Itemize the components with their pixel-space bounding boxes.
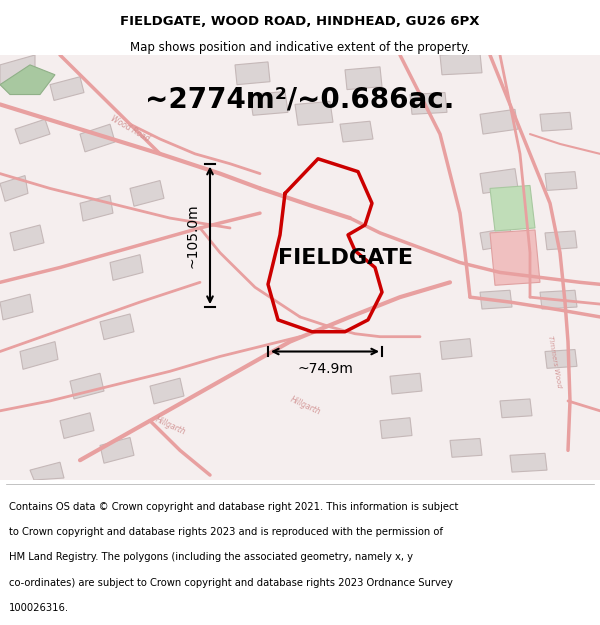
- Polygon shape: [80, 196, 113, 221]
- Polygon shape: [545, 172, 577, 191]
- Polygon shape: [110, 254, 143, 281]
- Polygon shape: [480, 290, 512, 309]
- Polygon shape: [340, 121, 373, 142]
- Polygon shape: [80, 124, 115, 152]
- Polygon shape: [0, 176, 28, 201]
- Polygon shape: [545, 349, 577, 368]
- Polygon shape: [440, 339, 472, 359]
- Polygon shape: [480, 169, 518, 193]
- Polygon shape: [50, 77, 84, 101]
- Text: Contains OS data © Crown copyright and database right 2021. This information is : Contains OS data © Crown copyright and d…: [9, 502, 458, 512]
- Text: Hillgarth: Hillgarth: [289, 395, 322, 417]
- Polygon shape: [235, 62, 270, 84]
- Polygon shape: [0, 65, 55, 94]
- Polygon shape: [500, 399, 532, 418]
- Text: to Crown copyright and database rights 2023 and is reproduced with the permissio: to Crown copyright and database rights 2…: [9, 527, 443, 537]
- Polygon shape: [20, 342, 58, 369]
- Text: Timmers Wood: Timmers Wood: [547, 335, 563, 388]
- Polygon shape: [60, 412, 94, 439]
- Polygon shape: [150, 378, 184, 404]
- Polygon shape: [380, 418, 412, 439]
- Polygon shape: [510, 453, 547, 472]
- Polygon shape: [390, 373, 422, 394]
- Polygon shape: [0, 294, 33, 320]
- Polygon shape: [15, 119, 50, 144]
- Text: co-ordinates) are subject to Crown copyright and database rights 2023 Ordnance S: co-ordinates) are subject to Crown copyr…: [9, 578, 453, 588]
- Polygon shape: [540, 112, 572, 131]
- Polygon shape: [440, 53, 482, 75]
- Polygon shape: [10, 225, 44, 251]
- Text: Wood Road: Wood Road: [109, 114, 151, 144]
- Polygon shape: [100, 314, 134, 339]
- Text: FIELDGATE: FIELDGATE: [277, 248, 413, 268]
- Text: ~74.9m: ~74.9m: [297, 362, 353, 376]
- Polygon shape: [540, 290, 577, 309]
- Polygon shape: [70, 373, 104, 399]
- Text: Hillgarth: Hillgarth: [154, 414, 187, 437]
- Polygon shape: [490, 186, 535, 231]
- Polygon shape: [0, 55, 35, 84]
- Text: ~2774m²/~0.686ac.: ~2774m²/~0.686ac.: [145, 86, 455, 114]
- Polygon shape: [490, 230, 540, 285]
- Polygon shape: [345, 67, 382, 89]
- Polygon shape: [450, 439, 482, 458]
- Polygon shape: [130, 181, 164, 206]
- Text: HM Land Registry. The polygons (including the associated geometry, namely x, y: HM Land Registry. The polygons (includin…: [9, 552, 413, 562]
- Polygon shape: [480, 228, 513, 250]
- Polygon shape: [480, 109, 518, 134]
- Text: ~105.0m: ~105.0m: [185, 203, 199, 268]
- Polygon shape: [250, 92, 288, 115]
- Polygon shape: [295, 101, 333, 125]
- Polygon shape: [545, 231, 577, 250]
- Polygon shape: [100, 438, 134, 463]
- Text: FIELDGATE, WOOD ROAD, HINDHEAD, GU26 6PX: FIELDGATE, WOOD ROAD, HINDHEAD, GU26 6PX: [120, 16, 480, 28]
- Text: Map shows position and indicative extent of the property.: Map shows position and indicative extent…: [130, 41, 470, 54]
- Text: 100026316.: 100026316.: [9, 603, 69, 613]
- Polygon shape: [410, 92, 447, 114]
- Polygon shape: [30, 462, 64, 480]
